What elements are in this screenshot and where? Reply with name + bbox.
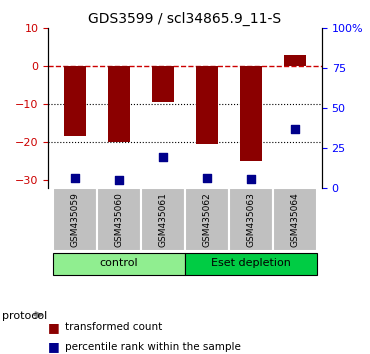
FancyBboxPatch shape [185,253,317,275]
Title: GDS3599 / scl34865.9_11-S: GDS3599 / scl34865.9_11-S [88,12,282,26]
Text: transformed count: transformed count [65,322,162,332]
Bar [108,66,130,142]
Point [160,154,166,159]
Text: ■: ■ [48,321,60,334]
Text: GSM435062: GSM435062 [203,192,212,247]
Text: GSM435063: GSM435063 [247,192,256,247]
Text: GSM435059: GSM435059 [70,192,79,247]
FancyBboxPatch shape [273,188,317,251]
Text: Eset depletion: Eset depletion [211,258,291,268]
Point [292,126,298,132]
Text: control: control [100,258,138,268]
FancyBboxPatch shape [53,188,97,251]
FancyBboxPatch shape [229,188,273,251]
Text: protocol: protocol [2,311,47,321]
FancyBboxPatch shape [97,188,141,251]
Bar [152,66,174,102]
Text: GSM435064: GSM435064 [291,192,300,247]
Point [248,176,254,182]
Text: GSM435060: GSM435060 [114,192,123,247]
Point [116,177,122,183]
Bar [64,66,85,136]
Point [72,175,78,181]
Text: percentile rank within the sample: percentile rank within the sample [65,342,240,352]
Point [204,175,210,181]
Bar [240,66,262,161]
Text: ■: ■ [48,341,60,353]
FancyBboxPatch shape [141,188,185,251]
Text: GSM435061: GSM435061 [158,192,167,247]
FancyBboxPatch shape [185,188,229,251]
Bar [196,66,218,144]
Bar [285,55,306,66]
FancyBboxPatch shape [53,253,185,275]
